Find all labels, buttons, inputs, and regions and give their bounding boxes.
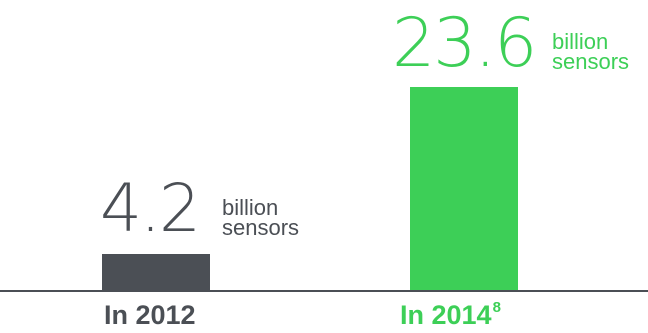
unit-label-2012: billion sensors — [222, 195, 300, 240]
category-label-2012: In 2012 — [104, 302, 196, 329]
bar-2012 — [102, 254, 210, 290]
unit-line-billion: billion — [222, 195, 279, 220]
value-label-2012: 4.2 — [100, 170, 201, 247]
unit-line-sensors: sensors — [552, 49, 630, 74]
footnote-marker: 8 — [492, 299, 501, 316]
unit-label-2014: billion sensors — [552, 29, 630, 74]
bar-2014 — [410, 87, 518, 290]
unit-line-sensors: sensors — [222, 215, 300, 240]
category-text: In 2014 — [400, 300, 492, 330]
value-label-2014: 23.6 — [392, 4, 537, 83]
category-label-2014: In 20148 — [400, 299, 501, 330]
x-axis-baseline — [0, 290, 648, 292]
category-text: In 2012 — [104, 300, 196, 330]
unit-line-billion: billion — [552, 29, 609, 54]
